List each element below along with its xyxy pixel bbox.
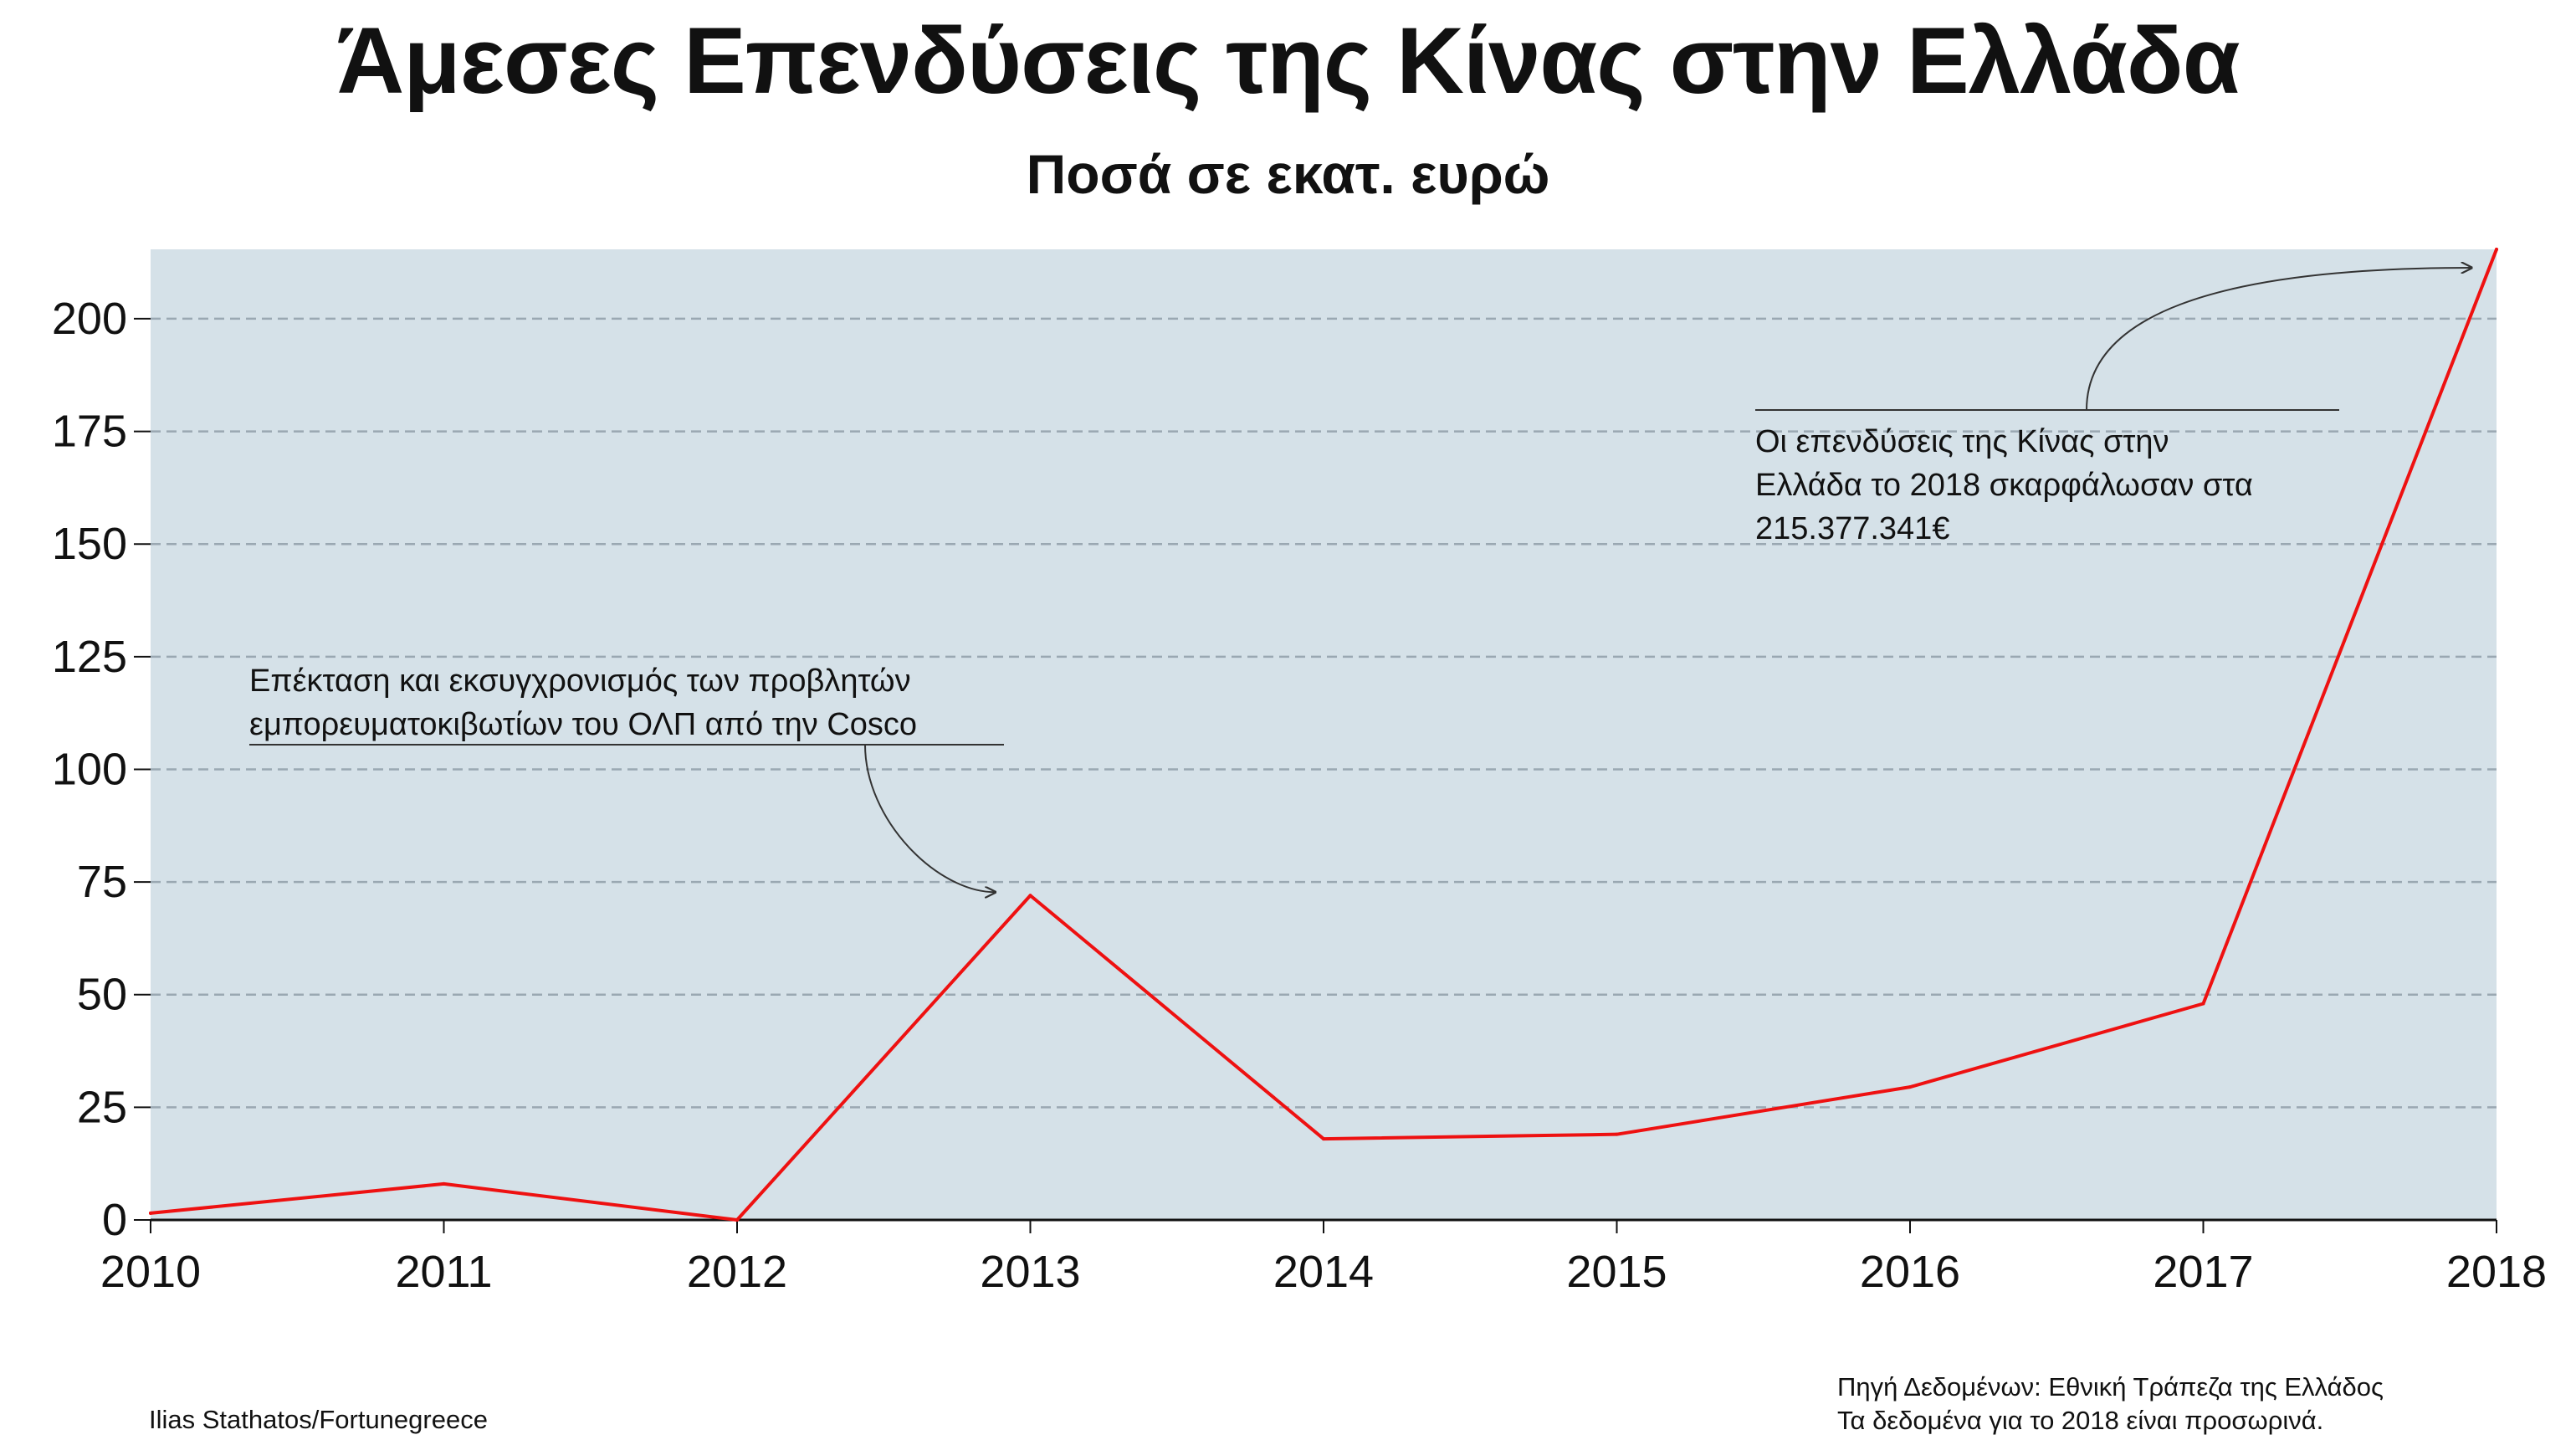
data-point	[735, 1218, 739, 1222]
annotation-arrow	[2086, 268, 2471, 411]
y-tick-label: 125	[52, 632, 127, 682]
x-tick-label: 2013	[980, 1247, 1080, 1297]
data-point	[2495, 248, 2498, 251]
plot-area	[151, 249, 2497, 1220]
source-text: Πηγή Δεδομένων: Εθνική Τράπεζα της Ελλάδ…	[1837, 1372, 2384, 1402]
y-tick-label: 175	[52, 407, 127, 457]
chart-subtitle: Ποσά σε εκατ. ευρώ	[1026, 143, 1550, 205]
chart-title: Άμεσες Επενδύσεις της Κίνας στην Ελλάδα	[336, 8, 2240, 113]
axes: 0 25 50 75 100 125 150 175 200 2010 2011 2012 2013 20…	[52, 294, 2547, 1297]
series-layer	[149, 248, 2498, 1222]
y-tick-label: 0	[102, 1195, 127, 1245]
x-tick-label: 2018	[2446, 1247, 2547, 1297]
x-tick-label: 2010	[100, 1247, 201, 1297]
x-tick-label: 2015	[1566, 1247, 1667, 1297]
credit-text: Ilias Stathatos/Fortunegreece	[149, 1405, 488, 1434]
annotation-text: Ελλάδα το 2018 σκαρφάλωσαν στα	[1755, 468, 2253, 503]
annotation-text: εμπορευματοκιβωτίων του ΟΛΠ από την Cosc…	[249, 707, 917, 742]
y-tick-label: 75	[77, 857, 127, 907]
x-tick-label: 2014	[1273, 1247, 1374, 1297]
y-tick-label: 200	[52, 294, 127, 344]
annotation-arrow	[864, 744, 996, 892]
data-point	[442, 1181, 446, 1186]
x-tick-label: 2012	[687, 1247, 787, 1297]
data-point	[1908, 1085, 1912, 1089]
y-tick-label: 50	[77, 970, 127, 1020]
data-point	[149, 1211, 152, 1215]
grid-lines	[151, 317, 2497, 1109]
data-point	[1615, 1132, 1619, 1136]
annotation-text: Επέκταση και εκσυγχρονισμός των προβλητώ…	[249, 664, 911, 699]
y-tick-label: 150	[52, 519, 127, 569]
data-point	[1028, 894, 1032, 898]
annotation-text: Οι επενδύσεις της Κίνας στην	[1755, 424, 2169, 459]
annotation-text: 215.377.341€	[1755, 511, 1949, 546]
data-point	[2201, 1002, 2205, 1006]
annotations: Επέκταση και εκσυγχρονισμός των προβλητώ…	[249, 268, 2471, 892]
x-tick-label: 2017	[2153, 1247, 2253, 1297]
y-tick-label: 25	[77, 1082, 127, 1132]
data-point	[1322, 1137, 1325, 1141]
y-tick-label: 100	[52, 744, 127, 794]
note-text: Τα δεδομένα για το 2018 είναι προσωρινά.	[1837, 1406, 2324, 1435]
x-tick-label: 2011	[395, 1247, 492, 1297]
x-tick-label: 2016	[1860, 1247, 1960, 1297]
